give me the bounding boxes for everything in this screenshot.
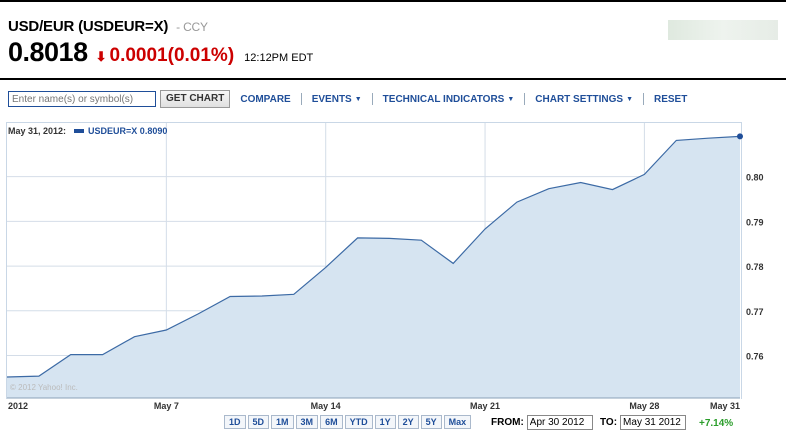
sponsor-logo[interactable] [668,20,778,40]
legend-series: USDEUR=X 0.8090 [88,126,168,136]
currency-tag: - CCY [176,20,208,34]
y-tick-label: 0.78 [746,262,764,272]
compare-link[interactable]: COMPARE [240,93,291,105]
range-selector: 1D 5D 1M 3M 6M YTD 1Y 2Y 5Y Max [224,415,473,429]
x-tick-label: May 31 [710,401,740,411]
x-tick-label: 2012 [8,401,28,411]
y-tick-label: 0.77 [746,307,764,317]
symbol-title: USD/EUR (USDEUR=X) [8,18,169,35]
chart-toolbar: GET CHART COMPARE EVENTS ▼ TECHNICAL IND… [8,90,687,108]
to-label: TO: [600,417,618,428]
chart-settings-label: CHART SETTINGS [535,93,624,105]
y-tick-label: 0.79 [746,217,764,227]
x-tick-label: May 14 [311,401,341,411]
x-tick-label: May 7 [154,401,179,411]
series-line [6,135,741,378]
toolbar-divider [524,93,526,105]
range-button-1d[interactable]: 1D [224,415,246,429]
events-label: EVENTS [311,93,352,105]
from-date-input[interactable] [526,415,593,430]
quote-header: USD/EUR (USDEUR=X) - CCY 0.8018 ⬇ 0.0001… [8,18,778,68]
change-value: 0.0001(0.01%) [109,45,235,66]
technical-indicators-label: TECHNICAL INDICATORS [382,93,505,105]
header-divider [0,78,786,80]
legend-swatch [74,129,85,133]
quote-title: USD/EUR (USDEUR=X) - CCY [8,18,778,35]
chart-legend: May 31, 2012: USDEUR=X 0.8090 [8,126,167,136]
get-chart-button[interactable]: GET CHART [160,90,231,108]
data-point [737,133,743,140]
technical-indicators-menu[interactable]: TECHNICAL INDICATORS ▼ [383,94,515,105]
price-change: ⬇ 0.0001(0.01%) [96,45,235,67]
toolbar-divider [643,93,644,105]
range-button-6m[interactable]: 6M [320,415,343,429]
series-area [7,136,740,398]
reset-link[interactable]: RESET [654,93,688,105]
from-label: FROM: [491,417,524,428]
down-arrow-icon: ⬇ [95,49,107,64]
range-button-1y[interactable]: 1Y [374,415,396,429]
range-button-2y[interactable]: 2Y [397,415,419,429]
toolbar-divider [300,93,302,105]
chart-frame [6,122,742,399]
to-date-control: TO: [600,415,687,430]
toolbar-divider [371,93,373,105]
symbol-search-input[interactable] [8,91,156,107]
range-button-1m[interactable]: 1M [271,415,294,429]
range-button-5y[interactable]: 5Y [420,415,442,429]
quote-time: 12:12PM EDT [244,52,314,64]
period-change: +7.14% [699,418,734,429]
range-button-ytd[interactable]: YTD [344,415,373,429]
top-rule [0,0,786,2]
x-tick-label: May 21 [470,401,500,411]
range-button-3m[interactable]: 3M [295,415,319,429]
caret-down-icon: ▼ [507,95,515,103]
from-date-control: FROM: [491,415,593,430]
range-button-max[interactable]: Max [443,415,472,429]
y-tick-label: 0.80 [746,173,764,183]
events-menu[interactable]: EVENTS ▼ [312,94,362,105]
quote-row: 0.8018 ⬇ 0.0001(0.01%) 12:12PM EDT [8,37,778,68]
range-button-5d[interactable]: 5D [247,415,270,429]
caret-down-icon: ▼ [354,95,362,103]
caret-down-icon: ▼ [626,95,633,103]
last-price: 0.8018 [8,37,88,67]
x-tick-label: May 28 [629,401,659,411]
legend-date: May 31, 2012: [8,126,67,136]
copyright-text: © 2012 Yahoo! Inc. [10,383,78,392]
chart-settings-menu[interactable]: CHART SETTINGS ▼ [535,94,633,105]
to-date-input[interactable] [620,415,687,430]
y-tick-label: 0.76 [746,352,764,362]
